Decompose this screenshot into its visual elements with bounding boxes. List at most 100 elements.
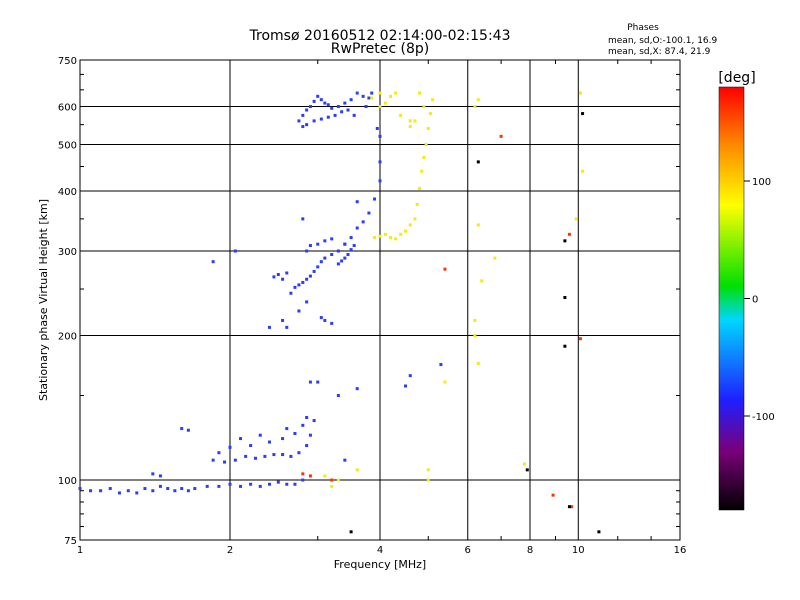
data-point	[323, 318, 327, 322]
data-point	[367, 96, 371, 100]
data-point	[473, 318, 477, 322]
x-tick-label: 8	[527, 545, 533, 556]
data-point	[89, 489, 93, 493]
data-point	[301, 125, 305, 129]
data-point	[272, 453, 276, 457]
data-point	[151, 472, 155, 476]
data-point	[285, 325, 289, 329]
data-point	[408, 119, 412, 123]
data-point	[349, 98, 353, 102]
data-point	[355, 91, 359, 95]
data-point	[378, 105, 382, 109]
data-point	[316, 265, 320, 269]
colorbar	[718, 86, 745, 511]
data-point	[301, 217, 305, 221]
data-point	[308, 474, 312, 478]
data-point	[301, 472, 305, 476]
data-point	[276, 273, 280, 277]
data-point	[330, 106, 334, 110]
data-point	[563, 296, 567, 300]
y-axis-ticks: 75 100 200 300 400 500 600 750	[58, 56, 680, 547]
data-point	[285, 482, 289, 486]
data-point	[233, 458, 237, 462]
data-point	[305, 300, 309, 304]
data-point	[293, 432, 297, 436]
data-point	[223, 460, 227, 464]
data-point	[439, 363, 443, 367]
data-point	[267, 325, 271, 329]
data-point	[394, 237, 398, 241]
x-axis-label: Frequency [MHz]	[334, 558, 426, 571]
data-point	[570, 505, 574, 509]
data-point	[336, 262, 340, 266]
data-point	[301, 113, 305, 117]
data-point	[239, 437, 243, 441]
data-point	[117, 491, 121, 495]
data-point	[297, 451, 301, 455]
data-point	[281, 277, 285, 281]
data-point	[312, 99, 316, 103]
data-point	[424, 143, 428, 147]
data-point	[217, 451, 221, 455]
data-point	[272, 275, 276, 279]
data-point	[158, 484, 162, 488]
data-point	[378, 234, 382, 238]
data-point	[563, 239, 567, 243]
data-point	[352, 113, 356, 117]
x-axis-ticks: 1 2 4 6 8 10 16	[77, 60, 686, 556]
data-point	[422, 155, 426, 159]
data-point	[99, 489, 103, 493]
data-point	[408, 125, 412, 129]
data-point	[323, 101, 327, 105]
data-point	[403, 384, 407, 388]
data-point	[326, 103, 330, 107]
data-point	[443, 380, 447, 384]
phases-mean-o: mean, sd,O:-100.1, 16.9	[608, 36, 718, 46]
data-point	[316, 94, 320, 98]
data-point	[523, 462, 527, 466]
data-point	[330, 237, 334, 241]
data-point	[258, 433, 262, 437]
data-point	[355, 468, 359, 472]
data-point	[343, 256, 347, 260]
data-point	[301, 423, 305, 427]
data-point	[285, 427, 289, 431]
data-point	[355, 387, 359, 391]
data-point	[308, 274, 312, 278]
data-point	[205, 484, 209, 488]
data-point	[378, 91, 382, 95]
data-point	[413, 217, 417, 221]
data-point	[316, 242, 320, 246]
data-point	[301, 280, 305, 284]
colorbar-ticks: 100 0 -100	[744, 177, 775, 423]
y-tick-label: 500	[58, 141, 77, 152]
data-point	[408, 223, 412, 227]
data-point	[578, 337, 582, 341]
data-point	[426, 468, 430, 472]
data-point	[378, 134, 382, 138]
data-point	[413, 119, 417, 123]
data-point	[378, 179, 382, 183]
data-point	[305, 249, 309, 253]
data-point	[340, 259, 344, 263]
data-point	[319, 316, 323, 320]
data-point	[297, 119, 301, 123]
data-point	[431, 98, 435, 102]
data-point	[244, 454, 248, 458]
data-point	[383, 101, 387, 105]
x-tick-label: 4	[377, 545, 383, 556]
data-point	[343, 101, 347, 105]
data-point	[399, 113, 403, 117]
x-tick-label: 6	[465, 545, 471, 556]
data-points	[78, 91, 601, 534]
data-point	[135, 491, 139, 495]
data-point	[383, 232, 387, 236]
x-tick-label: 2	[227, 545, 233, 556]
data-point	[289, 454, 293, 458]
data-point	[473, 105, 477, 109]
data-point	[233, 249, 237, 253]
data-point	[394, 91, 398, 95]
data-point	[428, 112, 432, 116]
data-point	[578, 91, 582, 95]
data-point	[305, 277, 309, 281]
